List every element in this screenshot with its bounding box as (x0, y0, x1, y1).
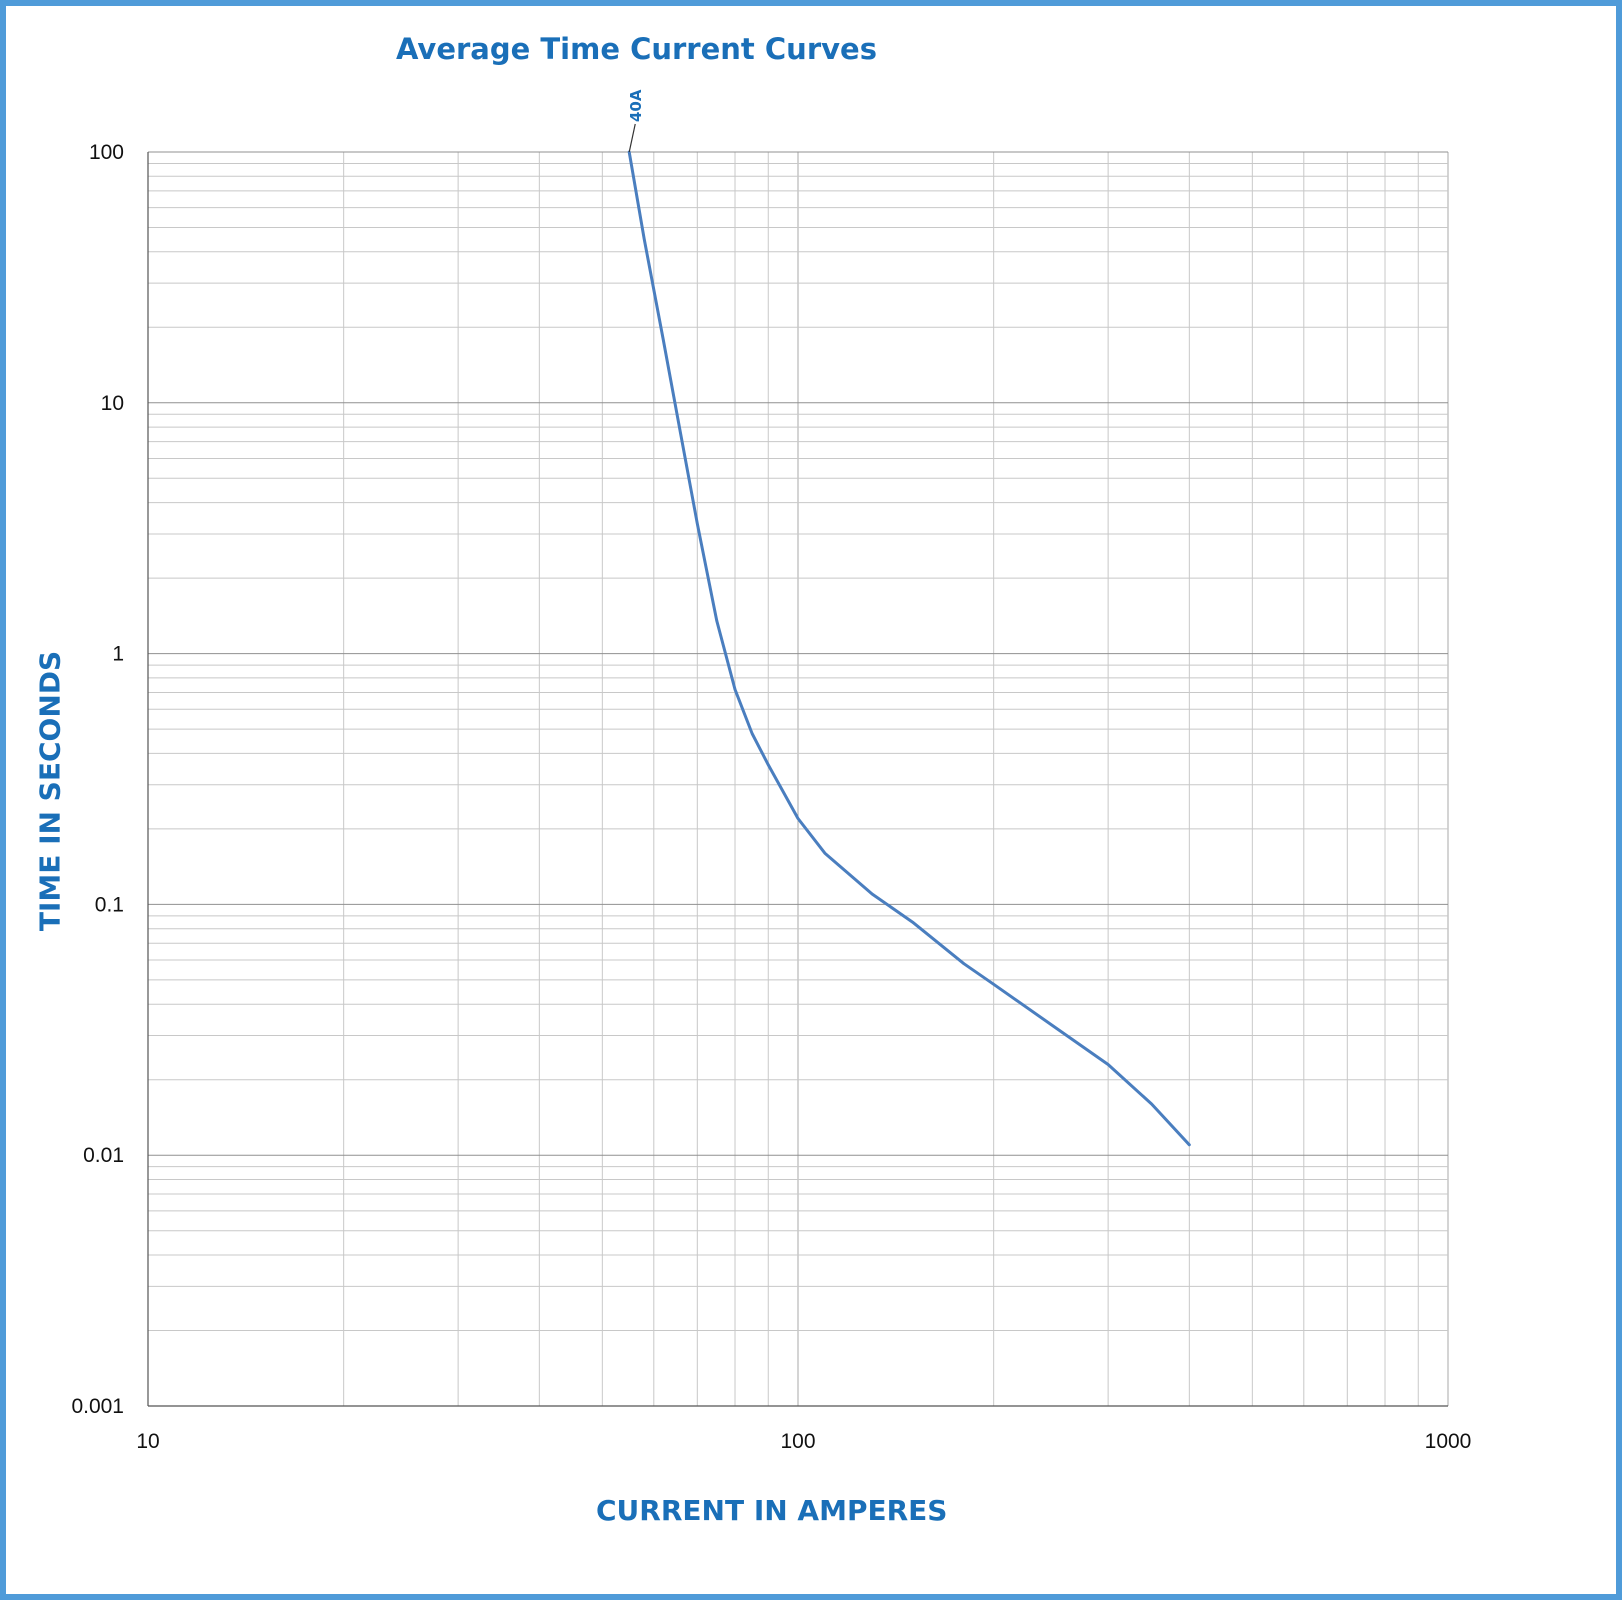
y-tick-label: 0.1 (95, 893, 124, 916)
x-tick-label: 100 (780, 1430, 815, 1453)
chart-title: Average Time Current Curves (396, 32, 877, 66)
y-tick-label: 0.01 (83, 1144, 124, 1167)
x-tick-label: 1000 (1425, 1430, 1472, 1453)
x-tick-label: 10 (136, 1430, 159, 1453)
x-axis-label: CURRENT IN AMPERES (596, 1494, 948, 1527)
y-tick-label: 100 (89, 141, 124, 164)
y-tick-label: 10 (101, 392, 124, 415)
y-tick-label: 1 (112, 643, 124, 666)
series-label-leader (628, 123, 636, 153)
y-tick-label: 0.001 (71, 1395, 124, 1418)
series-line (627, 150, 1191, 1147)
series-label: 40A (627, 89, 645, 122)
